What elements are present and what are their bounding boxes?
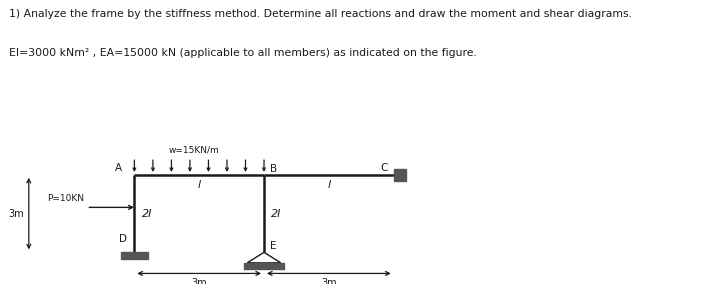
Text: l: l [327, 180, 330, 190]
Text: A: A [115, 163, 122, 173]
Text: B: B [270, 164, 277, 174]
Text: w=15KN/m: w=15KN/m [169, 146, 220, 154]
Text: D: D [120, 234, 127, 244]
Text: 3m: 3m [192, 278, 207, 284]
Bar [394, 169, 405, 181]
Text: 3m: 3m [321, 278, 337, 284]
Text: E: E [270, 241, 276, 251]
Text: 2I: 2I [271, 208, 282, 219]
Text: P=10KN: P=10KN [47, 194, 84, 203]
Text: 3m: 3m [9, 208, 24, 219]
Bar [121, 252, 148, 259]
Text: l: l [197, 180, 201, 190]
Bar [244, 263, 284, 269]
Text: 2I: 2I [142, 208, 152, 219]
Text: EI=3000 kNm² , EA=15000 kN (applicable to all members) as indicated on the figur: EI=3000 kNm² , EA=15000 kN (applicable t… [9, 48, 477, 58]
Text: C: C [380, 163, 388, 173]
Text: 1) Analyze the frame by the stiffness method. Determine all reactions and draw t: 1) Analyze the frame by the stiffness me… [9, 9, 631, 18]
